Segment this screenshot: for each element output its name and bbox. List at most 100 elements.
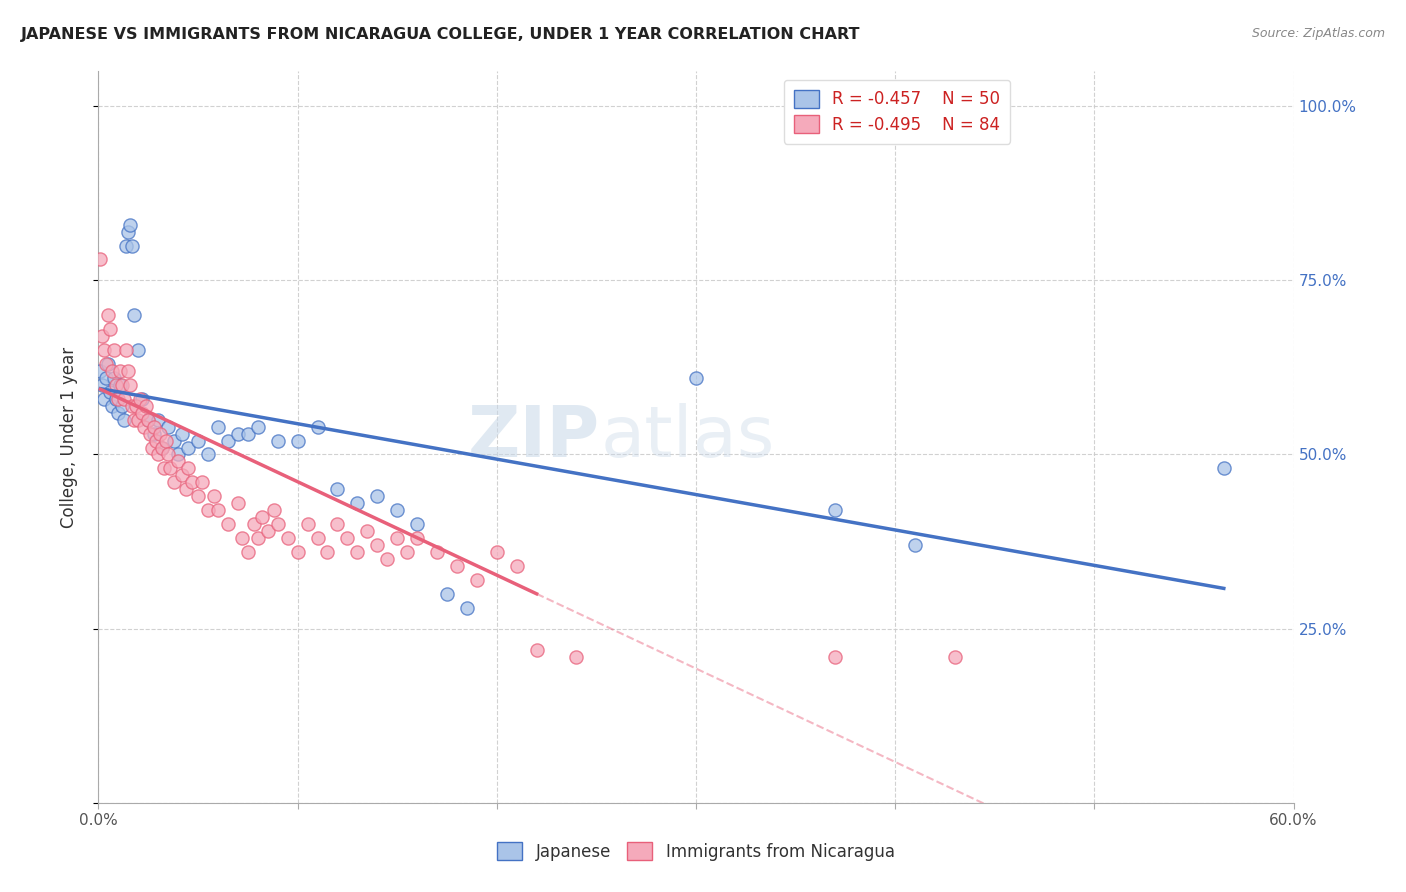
- Point: [177, 441, 200, 455]
- Point: [197, 503, 219, 517]
- Point: [172, 468, 194, 483]
- Point: [191, 475, 214, 490]
- Point: [824, 503, 846, 517]
- Point: [127, 412, 149, 426]
- Point: [148, 412, 170, 426]
- Point: [127, 343, 149, 357]
- Point: [131, 392, 153, 406]
- Point: [385, 531, 409, 545]
- Point: [506, 558, 529, 573]
- Point: [250, 510, 273, 524]
- Point: [105, 377, 128, 392]
- Point: [943, 649, 966, 664]
- Point: [153, 461, 176, 475]
- Point: [136, 412, 159, 426]
- Point: [177, 461, 200, 475]
- Point: [167, 454, 190, 468]
- Point: [226, 426, 249, 441]
- Text: ZIP: ZIP: [468, 402, 600, 472]
- Point: [143, 426, 166, 441]
- Point: [107, 392, 129, 406]
- Point: [436, 587, 458, 601]
- Point: [89, 252, 111, 267]
- Point: [231, 531, 253, 545]
- Point: [124, 308, 146, 322]
- Point: [150, 441, 173, 455]
- Point: [685, 371, 707, 385]
- Point: [98, 322, 122, 336]
- Point: [117, 364, 139, 378]
- Point: [112, 412, 135, 426]
- Point: [103, 343, 125, 357]
- Point: [155, 434, 177, 448]
- Legend: Japanese, Immigrants from Nicaragua: Japanese, Immigrants from Nicaragua: [491, 836, 901, 868]
- Point: [101, 364, 124, 378]
- Point: [149, 426, 172, 441]
- Point: [207, 419, 229, 434]
- Point: [136, 412, 159, 426]
- Point: [121, 399, 143, 413]
- Point: [134, 419, 156, 434]
- Point: [267, 434, 290, 448]
- Point: [207, 503, 229, 517]
- Point: [157, 419, 180, 434]
- Point: [202, 489, 225, 503]
- Point: [1212, 461, 1234, 475]
- Point: [101, 399, 124, 413]
- Point: [131, 406, 153, 420]
- Point: [187, 489, 209, 503]
- Point: [375, 552, 398, 566]
- Point: [172, 426, 194, 441]
- Point: [326, 517, 349, 532]
- Point: [243, 517, 266, 532]
- Point: [139, 426, 162, 441]
- Point: [307, 531, 329, 545]
- Point: [287, 545, 309, 559]
- Point: [97, 357, 120, 371]
- Point: [111, 377, 134, 392]
- Point: [904, 538, 927, 552]
- Point: [148, 448, 170, 462]
- Point: [307, 419, 329, 434]
- Point: [824, 649, 846, 664]
- Point: [465, 573, 488, 587]
- Point: [316, 545, 339, 559]
- Point: [112, 392, 135, 406]
- Text: atlas: atlas: [600, 402, 775, 472]
- Point: [96, 371, 118, 385]
- Point: [105, 392, 128, 406]
- Point: [277, 531, 299, 545]
- Point: [181, 475, 204, 490]
- Point: [125, 399, 148, 413]
- Point: [121, 238, 143, 252]
- Point: [406, 531, 429, 545]
- Point: [103, 371, 125, 385]
- Point: [246, 419, 269, 434]
- Text: Source: ZipAtlas.com: Source: ZipAtlas.com: [1251, 27, 1385, 40]
- Point: [143, 419, 166, 434]
- Point: [356, 524, 378, 538]
- Point: [226, 496, 249, 510]
- Point: [217, 434, 239, 448]
- Point: [217, 517, 239, 532]
- Point: [97, 308, 120, 322]
- Point: [150, 441, 173, 455]
- Point: [267, 517, 290, 532]
- Point: [96, 357, 118, 371]
- Point: [167, 448, 190, 462]
- Point: [157, 448, 180, 462]
- Point: [236, 426, 259, 441]
- Point: [98, 384, 122, 399]
- Point: [346, 545, 368, 559]
- Point: [396, 545, 419, 559]
- Point: [406, 517, 429, 532]
- Point: [159, 461, 181, 475]
- Point: [141, 441, 163, 455]
- Point: [93, 392, 115, 406]
- Point: [174, 483, 197, 497]
- Point: [115, 238, 138, 252]
- Point: [93, 343, 115, 357]
- Point: [287, 434, 309, 448]
- Point: [129, 392, 152, 406]
- Point: [110, 364, 132, 378]
